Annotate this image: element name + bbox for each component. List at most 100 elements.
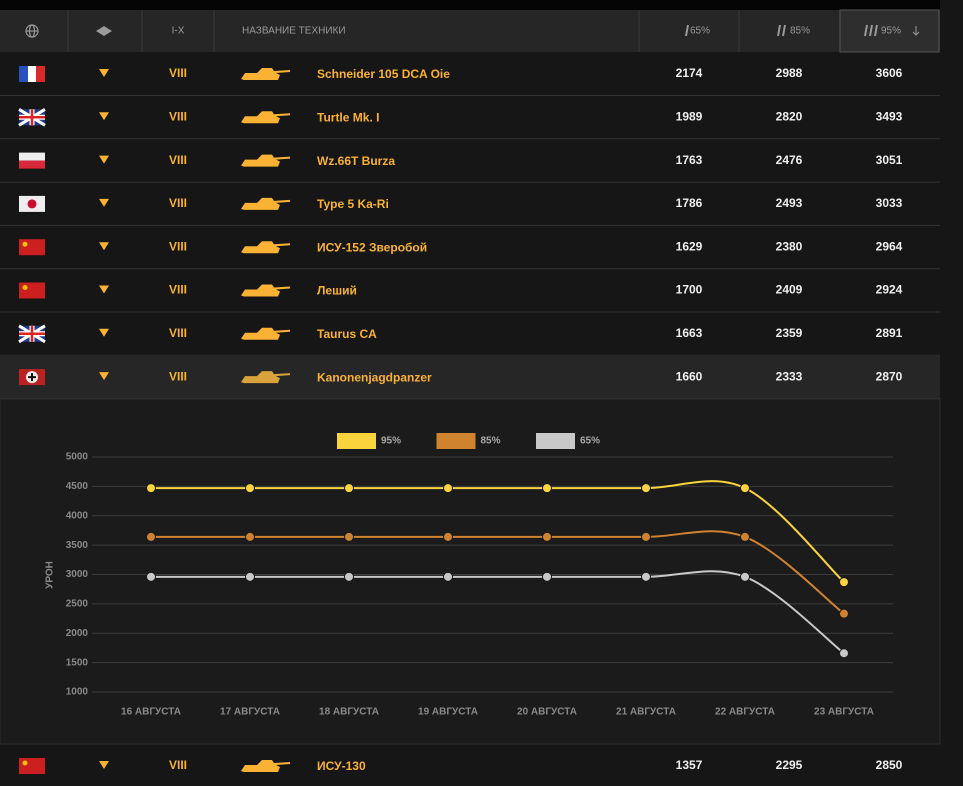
damage-value: 1763 xyxy=(676,153,703,167)
tank-icon xyxy=(241,68,290,80)
data-point xyxy=(344,531,354,542)
y-tick-label: 5000 xyxy=(66,452,89,463)
data-point xyxy=(344,483,354,494)
expand-arrow[interactable] xyxy=(99,372,109,381)
damage-value: 1700 xyxy=(676,283,703,297)
x-tick-label: 21 АВГУСТА xyxy=(616,707,676,718)
sort-icon[interactable] xyxy=(912,26,920,36)
column-header[interactable]: I-X xyxy=(172,26,185,37)
legend-swatch[interactable] xyxy=(536,433,575,449)
flag xyxy=(19,282,45,299)
expand-arrow[interactable] xyxy=(99,328,109,337)
vehicle-name[interactable]: Taurus CA xyxy=(317,327,377,341)
data-point xyxy=(245,531,255,542)
vehicle-name[interactable]: ИСУ-130 xyxy=(317,759,366,773)
x-tick-label: 18 АВГУСТА xyxy=(319,707,379,718)
data-point xyxy=(146,531,156,542)
data-point xyxy=(146,571,156,582)
expand-arrow[interactable] xyxy=(99,112,109,121)
data-point xyxy=(443,483,453,494)
damage-value: 2493 xyxy=(776,196,803,210)
tier: VIII xyxy=(169,326,187,340)
flag xyxy=(19,239,45,256)
legend-label[interactable]: 95% xyxy=(381,436,401,447)
vehicle-name[interactable]: Kanonenjagdpanzer xyxy=(317,370,432,384)
vehicle-name[interactable]: Леший xyxy=(317,284,357,298)
flag-part xyxy=(27,199,37,209)
expand-arrow[interactable] xyxy=(99,198,109,207)
flag xyxy=(19,152,45,169)
flag xyxy=(19,66,45,82)
expand-arrow[interactable] xyxy=(99,69,109,77)
expand-arrow[interactable] xyxy=(99,761,109,769)
damage-value: 1357 xyxy=(676,758,703,772)
legend-label[interactable]: 85% xyxy=(481,436,501,447)
tier: VIII xyxy=(169,109,187,123)
tank-icon xyxy=(241,241,290,254)
damage-value: 3033 xyxy=(876,196,903,210)
expand-arrow[interactable] xyxy=(99,285,109,294)
vehicle-name[interactable]: Wz.66T Burza xyxy=(317,154,395,168)
damage-value: 2891 xyxy=(876,326,903,340)
mastery-icons xyxy=(685,24,878,37)
x-tick-label: 20 АВГУСТА xyxy=(517,707,577,718)
damage-value: 1663 xyxy=(676,326,703,340)
flag-part xyxy=(19,66,28,82)
y-axis-label: УРОН xyxy=(45,561,56,589)
vehicle-name[interactable]: Turtle Mk. I xyxy=(317,110,379,124)
legend-label[interactable]: 65% xyxy=(580,436,600,447)
tier: VIII xyxy=(169,66,187,80)
data-point xyxy=(839,648,849,659)
tier: VIII xyxy=(169,239,187,253)
column-header[interactable]: НАЗВАНИЕ ТЕХНИКИ xyxy=(242,26,346,37)
tier: VIII xyxy=(169,758,187,772)
data-point xyxy=(740,531,750,542)
damage-value: 2476 xyxy=(776,153,803,167)
data-point xyxy=(245,483,255,494)
legend-swatch[interactable] xyxy=(436,433,476,449)
tank-icon xyxy=(241,371,290,384)
expand-arrow[interactable] xyxy=(99,242,109,251)
damage-value: 2964 xyxy=(876,239,903,253)
flag-part xyxy=(19,282,45,299)
globe-icon[interactable] xyxy=(25,24,39,38)
column-header[interactable]: 85% xyxy=(790,26,810,37)
flag-part xyxy=(22,241,28,247)
damage-value: 2295 xyxy=(776,758,803,772)
flag-part xyxy=(22,285,28,290)
data-point xyxy=(641,571,651,582)
expand-arrow[interactable] xyxy=(99,155,109,164)
vehicle-name[interactable]: Schneider 105 DCA Oie xyxy=(317,67,450,81)
damage-value: 2174 xyxy=(676,66,703,80)
flag-part xyxy=(19,325,45,342)
x-tick-label: 17 АВГУСТА xyxy=(220,707,280,718)
type-icon[interactable] xyxy=(96,26,112,36)
damage-value: 2820 xyxy=(776,109,803,123)
x-tick-label: 16 АВГУСТА xyxy=(121,707,181,718)
y-tick-label: 1500 xyxy=(66,657,89,668)
sorted-header xyxy=(839,9,940,53)
data-point xyxy=(542,483,552,494)
legend-swatch[interactable] xyxy=(337,433,376,449)
tier: VIII xyxy=(169,153,187,167)
flag-part xyxy=(28,66,36,82)
data-point xyxy=(641,531,651,542)
damage-value: 2333 xyxy=(776,369,803,383)
damage-value: 2380 xyxy=(776,239,803,253)
vehicle-name[interactable]: ИСУ-152 Зверобой xyxy=(317,240,427,254)
tier: VIII xyxy=(169,196,187,210)
damage-value: 2870 xyxy=(876,369,903,383)
y-tick-label: 2500 xyxy=(66,599,89,610)
column-header[interactable]: 65% xyxy=(690,26,710,37)
column-header[interactable]: 95% xyxy=(881,26,901,37)
damage-value: 1786 xyxy=(676,196,703,210)
data-point xyxy=(542,571,552,582)
vehicle-name[interactable]: Type 5 Ka-Ri xyxy=(317,197,389,211)
damage-value: 3051 xyxy=(876,153,903,167)
flag-part xyxy=(28,373,36,382)
flag-part xyxy=(19,160,45,169)
data-point xyxy=(443,571,453,582)
data-point xyxy=(641,483,651,494)
x-tick-label: 22 АВГУСТА xyxy=(715,707,775,718)
flag xyxy=(19,369,45,386)
